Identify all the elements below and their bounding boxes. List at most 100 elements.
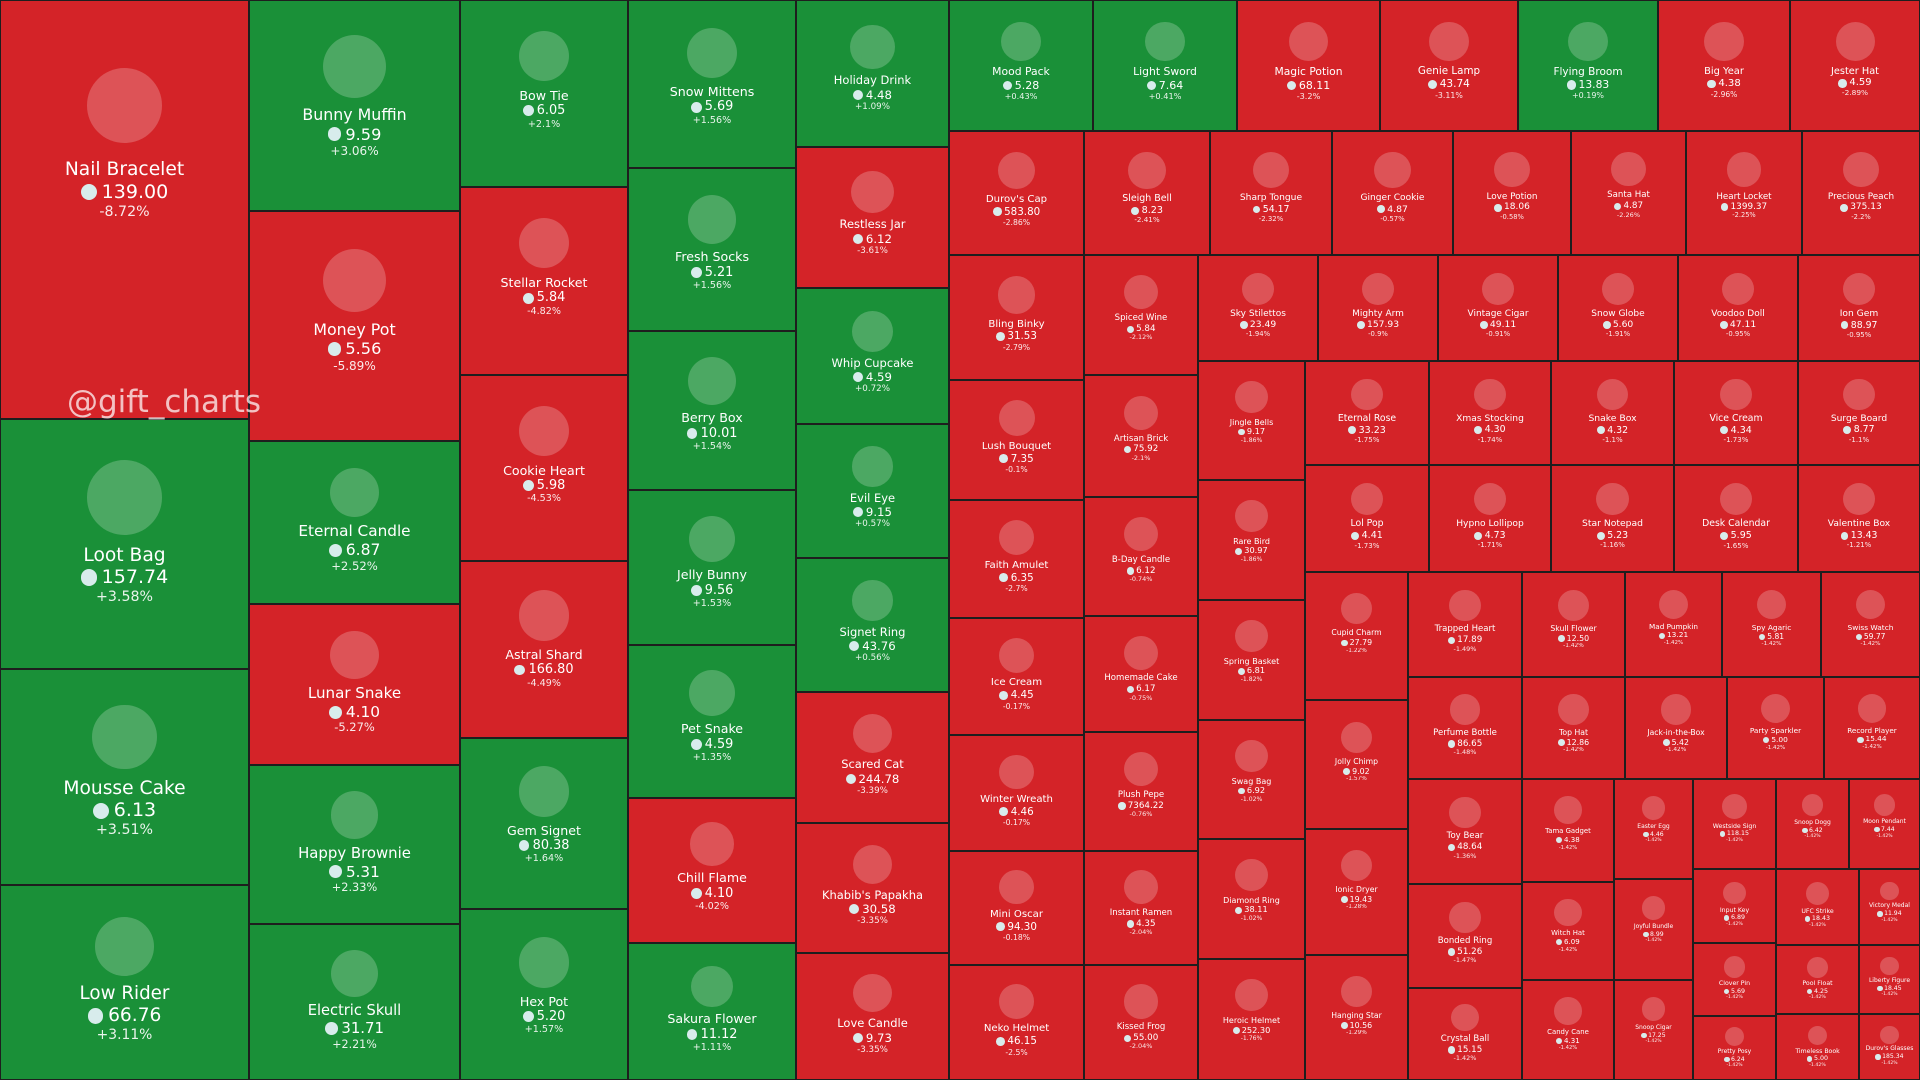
gift-price: 4.31 <box>1564 1035 1580 1045</box>
ton-icon <box>845 773 856 784</box>
price-row: 4.38 <box>1556 835 1580 844</box>
price-row: 6.17 <box>1126 684 1156 694</box>
tile: Homemade Cake 6.17 -0.75% <box>1084 616 1198 732</box>
price-row: 4.32 <box>1596 425 1628 436</box>
tile: Surge Board 8.77 -1.1% <box>1798 361 1920 465</box>
tile: Skull Flower 12.50 -1.42% <box>1522 572 1625 677</box>
price-row: 54.17 <box>1252 204 1289 215</box>
tile: Mood Pack 5.28 +0.43% <box>949 0 1093 131</box>
gift-price: 4.45 <box>1010 689 1034 702</box>
price-row: 13.83 <box>1566 78 1609 92</box>
ton-icon <box>1252 205 1261 214</box>
gift-price: 9.59 <box>345 124 382 144</box>
price-row: 9.59 <box>327 124 382 144</box>
price-change: +2.33% <box>331 879 378 894</box>
gift-icon <box>999 754 1034 790</box>
gift-icon <box>87 68 162 143</box>
gift-icon <box>1123 870 1159 905</box>
gift-name: Victory Medal <box>1869 902 1910 910</box>
price-row: 5.23 <box>1596 530 1628 541</box>
gift-price: 1399.37 <box>1730 201 1768 212</box>
tile: Bow Tie 6.05 +2.1% <box>460 0 628 187</box>
tile: Astral Shard 166.80 -4.49% <box>460 561 628 738</box>
ton-icon <box>1804 916 1811 922</box>
tile: Witch Hat 6.09 -1.42% <box>1522 882 1614 980</box>
price-row: 6.05 <box>522 103 565 118</box>
gift-icon <box>852 446 893 487</box>
gift-price: 18.43 <box>1811 915 1831 923</box>
tile: Snoop Dogg 6.42 -1.42% <box>1776 779 1849 869</box>
price-change: -1.36% <box>1453 851 1477 860</box>
ton-icon <box>690 101 702 113</box>
gift-name: Restless Jar <box>839 217 906 232</box>
tile: Mousse Cake 6.13 +3.51% <box>0 669 249 885</box>
ton-icon <box>1239 320 1248 329</box>
gift-name: Timeless Book <box>1795 1047 1840 1055</box>
ton-icon <box>1237 667 1245 675</box>
ton-icon <box>1286 80 1297 90</box>
price-change: -5.27% <box>334 720 375 735</box>
ton-icon <box>1719 831 1726 837</box>
price-change: -1.42% <box>1563 747 1584 754</box>
ton-icon <box>1557 739 1565 746</box>
gift-name: Jelly Bunny <box>677 567 747 583</box>
gift-icon <box>689 670 735 717</box>
price-row: 94.30 <box>996 921 1037 933</box>
tile: Easter Egg 4.46 -1.42% <box>1614 779 1693 879</box>
price-row: 47.11 <box>1719 319 1756 330</box>
ton-icon <box>1377 205 1385 213</box>
gift-icon <box>1641 796 1666 820</box>
gift-price: 7.44 <box>1881 826 1895 834</box>
tile: Lush Bouquet 7.35 -0.1% <box>949 380 1084 500</box>
gift-name: Bow Tie <box>519 87 569 103</box>
ton-icon <box>1146 80 1157 91</box>
tile: Spring Basket 6.81 -1.82% <box>1198 600 1305 720</box>
gift-icon <box>1596 483 1629 516</box>
tile: Flying Broom 13.83 +0.19% <box>1518 0 1658 131</box>
gift-price: 11.94 <box>1884 910 1902 918</box>
price-row: 13.43 <box>1840 530 1877 541</box>
gift-name: Bunny Muffin <box>302 105 407 125</box>
price-change: -1.16% <box>1600 540 1625 550</box>
price-change: -1.42% <box>1809 995 1826 1001</box>
price-row: 4.10 <box>328 703 380 721</box>
gift-price: 8.23 <box>1141 204 1164 216</box>
gift-price: 46.15 <box>1007 1035 1037 1048</box>
ton-icon <box>1643 931 1649 938</box>
price-change: -1.65% <box>1723 540 1749 550</box>
gift-icon <box>1473 483 1507 516</box>
ton-icon <box>686 1029 698 1041</box>
gift-name: Snake Box <box>1588 412 1637 424</box>
tile: Jester Hat 4.59 -2.89% <box>1790 0 1920 131</box>
gift-price: 9.15 <box>865 505 892 520</box>
price-change: -1.42% <box>1665 747 1687 754</box>
price-row: 75.92 <box>1123 444 1158 454</box>
price-change: -1.02% <box>1240 915 1263 923</box>
gift-price: 4.35 <box>1136 918 1156 929</box>
price-change: +0.72% <box>854 384 890 395</box>
gift-name: Ginger Cookie <box>1360 193 1425 204</box>
price-row: 7.64 <box>1146 79 1183 92</box>
gift-name: Precious Peach <box>1827 192 1895 203</box>
price-change: +1.56% <box>692 280 732 292</box>
gift-price: 7364.22 <box>1127 800 1164 811</box>
gift-icon <box>518 405 570 457</box>
tile: Eternal Rose 33.23 -1.75% <box>1305 361 1429 465</box>
price-row: 4.48 <box>853 88 892 102</box>
tile: Sky Stilettos 23.49 -1.94% <box>1198 255 1318 361</box>
tile: Candy Cane 4.31 -1.42% <box>1522 980 1614 1080</box>
gift-price: 88.97 <box>1850 319 1878 331</box>
gift-icon <box>1842 483 1876 516</box>
ton-icon <box>1123 445 1132 454</box>
price-row: 11.12 <box>686 1027 737 1042</box>
gift-price: 252.30 <box>1241 1024 1271 1035</box>
price-change: +1.35% <box>692 752 732 764</box>
price-change: -1.42% <box>1881 1060 1898 1066</box>
gift-price: 5.20 <box>536 1009 566 1025</box>
price-change: -1.86% <box>1240 436 1263 444</box>
ton-icon <box>1494 203 1502 212</box>
gift-price: 5.60 <box>1612 319 1634 331</box>
price-change: -1.29% <box>1346 1030 1367 1037</box>
tile: Whip Cupcake 4.59 +0.72% <box>796 288 949 424</box>
